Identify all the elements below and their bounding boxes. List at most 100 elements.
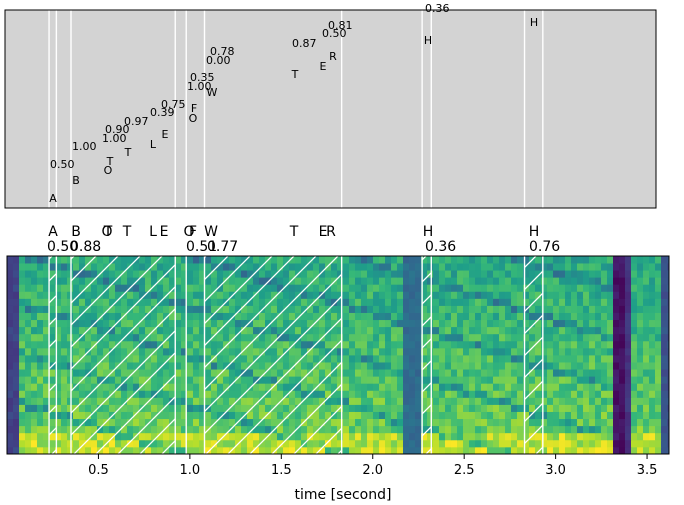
spectrogram-cell [619,432,626,441]
spectrogram-cell [193,439,200,448]
spectrogram-cell [571,397,578,405]
spectrogram-cell [67,411,74,420]
spectrogram-cell [355,277,362,285]
spectrogram-cell [457,439,464,448]
spectrogram-cell [19,326,26,335]
spectrogram-cell [577,347,584,356]
spectrogram-cell [409,277,416,285]
spectrogram-cell [349,263,356,271]
spectrogram-cell [397,432,404,441]
spectrogram-cell [445,355,452,363]
spectrogram-cell [457,390,464,398]
spectrogram-cell [355,446,362,454]
spectrogram-cell [457,270,464,278]
spectrogram-cell [571,312,578,321]
spectrogram-cell [625,439,632,448]
spectrogram-cell [661,347,668,356]
spectrogram-cell [19,411,26,420]
spectrogram-cell [631,291,638,299]
spectrogram-cell [13,362,20,370]
spectrogram-cell [607,439,614,448]
spectrogram-cell [643,362,650,370]
spectrogram-cell [481,347,488,356]
spectrogram-cell [499,270,506,278]
spectrogram-cell [595,397,602,405]
spectrogram-cell [625,369,632,377]
spectrogram-cell [355,439,362,448]
spectrogram-cell [19,291,26,299]
spectrogram-cell [355,312,362,321]
spectrogram-cell [499,432,506,441]
spectrogram-cell [553,298,560,306]
spectrogram-cell [541,369,548,377]
spectrogram-cell [505,355,512,363]
spectrogram-cell [373,432,380,441]
spectrogram-cell [661,326,668,335]
spectrogram-cell [589,333,596,342]
spectrogram-cell [445,411,452,420]
spectrogram-cell [7,390,14,398]
spectrogram-cell [349,397,356,405]
spectrogram-cell [547,355,554,363]
spectrogram-cell [397,411,404,420]
spectrogram-cell [601,312,608,321]
spectrogram-cell [25,347,32,356]
spectrogram-cell [643,404,650,412]
spectrogram-cell [43,333,50,342]
trellis-step-score: 0.78 [210,45,235,58]
spectrogram-cell [415,376,422,384]
spectrogram-cell [475,340,482,349]
spectrogram-cell [655,432,662,441]
spectrogram-cell [193,446,200,454]
spectrogram-cell [469,340,476,349]
spectrogram-cell [601,347,608,356]
spectrogram-cell [493,439,500,448]
spectrogram-cell [181,355,188,363]
spectrogram-cell [13,291,20,299]
spectrogram-cell [67,326,74,335]
spectrogram-cell [619,411,626,420]
spectrogram-cell [13,369,20,377]
spectrogram-cell [463,376,470,384]
spectrogram-cell [493,390,500,398]
spectrogram-cell [43,277,50,285]
segment-letter: H [423,224,434,240]
spectrogram-cell [463,263,470,271]
spectrogram-cell [43,326,50,335]
spectrogram-cell [475,277,482,285]
spectrogram-cell [643,439,650,448]
spectrogram-cell [583,439,590,448]
spectrogram-cell [67,298,74,306]
trellis-path-step [424,36,432,44]
spectrogram-cell [439,270,446,278]
spectrogram-cell [361,305,368,313]
spectrogram-cell [487,390,494,398]
spectrogram-cell [67,277,74,285]
spectrogram-cell [475,319,482,328]
spectrogram-cell [187,291,194,299]
spectrogram-cell [619,397,626,405]
spectrogram-cell [547,340,554,349]
spectrogram-cell [589,305,596,313]
spectrogram-cell [499,376,506,384]
spectrogram-cell [565,263,572,271]
spectrogram-cell [61,277,68,285]
spectrogram-cell [487,347,494,356]
spectrogram-cell [7,326,14,335]
spectrogram-cell [31,362,38,370]
spectrogram-cell [655,411,662,420]
spectrogram-cell [415,270,422,278]
spectrogram-cell [511,298,518,306]
spectrogram-cell [475,390,482,398]
spectrogram-cell [37,446,44,454]
spectrogram-cell [25,312,32,321]
spectrogram-cell [433,355,440,363]
spectrogram-cell [187,347,194,356]
spectrogram-cell [43,376,50,384]
spectrogram-cell [361,390,368,398]
spectrogram-cell [541,418,548,427]
spectrogram-cell [187,432,194,441]
trellis-step-score: 0.87 [292,37,317,50]
spectrogram-cell [367,291,374,299]
spectrogram-cell [433,369,440,377]
